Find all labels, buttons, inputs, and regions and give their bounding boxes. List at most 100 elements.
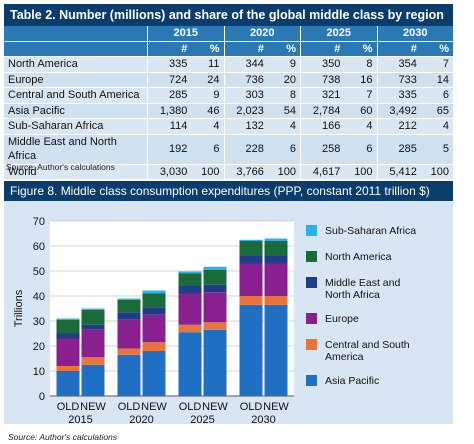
group-label: 2020 <box>129 414 153 426</box>
value-cell: 4 <box>191 118 225 135</box>
value-cell: 344 <box>223 56 268 73</box>
bar-segment <box>239 241 263 256</box>
y-tick-label: 30 <box>33 316 45 328</box>
y-tick-label: 10 <box>33 366 45 378</box>
table-row: Asia Pacific 1,380 46 2,023 54 2,784 60 3,492 65 <box>4 103 453 119</box>
bar-label: NEW <box>202 401 228 413</box>
year-header: 2015 <box>147 26 225 42</box>
legend-label: North America <box>325 251 392 263</box>
bar-segment <box>142 307 166 315</box>
value-cell: 3,492 <box>376 103 421 119</box>
table-row: Europe 724 24 736 20 738 16 733 14 <box>4 72 453 88</box>
value-cell: 8 <box>267 87 301 104</box>
bar-segment <box>264 263 288 296</box>
bar-label: OLD <box>118 401 141 413</box>
value-cell: 3,030 <box>147 164 192 180</box>
y-tick-label: 70 <box>33 216 45 228</box>
bar-segment <box>56 318 80 320</box>
legend-swatch <box>306 277 317 288</box>
value-cell: 16 <box>344 72 378 88</box>
value-cell: 8 <box>344 56 378 73</box>
legend-swatch <box>306 339 317 350</box>
bar-label: OLD <box>240 401 263 413</box>
value-cell: 258 <box>300 134 345 165</box>
y-tick-label: 20 <box>33 341 45 353</box>
year-header: 2020 <box>223 26 301 42</box>
bar-segment <box>81 357 105 365</box>
bar-segment <box>81 329 105 358</box>
region-cell: Sub-Saharan Africa <box>4 118 148 135</box>
bar-segment <box>264 304 288 396</box>
value-cell: 4 <box>267 118 301 135</box>
year-header: 2025 <box>300 26 378 42</box>
value-cell: 100 <box>344 164 378 180</box>
bar-segment <box>56 371 80 396</box>
bar-segment <box>239 304 263 396</box>
col-hash: # <box>147 41 192 57</box>
value-cell: 335 <box>147 56 192 73</box>
value-cell: 6 <box>267 134 301 165</box>
legend-swatch <box>306 251 317 262</box>
table-body: North America 335 11 344 9 350 8 354 7 Europe 724 2… <box>4 56 453 180</box>
value-cell: 2,784 <box>300 103 345 119</box>
bar-segment <box>264 256 288 264</box>
y-tick-label: 0 <box>39 391 45 403</box>
region-cell: World <box>4 164 148 180</box>
value-cell: 285 <box>376 134 421 165</box>
table-source: Source: Author's calculations <box>6 162 115 172</box>
group-label: 2025 <box>190 414 214 426</box>
bar-segment <box>239 296 263 305</box>
group-label: 2030 <box>251 414 275 426</box>
bar-segment <box>117 354 141 396</box>
bar-segment <box>81 309 105 325</box>
legend-swatch <box>306 313 317 324</box>
value-cell: 4 <box>344 118 378 135</box>
value-cell: 212 <box>376 118 421 135</box>
y-axis-title: Trillions <box>13 289 25 327</box>
value-cell: 5 <box>420 134 453 165</box>
figure-source: Source: Author's calculations <box>8 432 118 442</box>
value-cell: 65 <box>420 103 453 119</box>
region-cell: North America <box>4 56 148 73</box>
value-cell: 6 <box>191 134 225 165</box>
table-row: World 3,030 100 3,766 100 4,617 100 5,412 100 <box>4 164 453 180</box>
value-cell: 166 <box>300 118 345 135</box>
value-cell: 9 <box>191 87 225 104</box>
bar-segment <box>81 324 105 330</box>
value-cell: 2,023 <box>223 103 268 119</box>
value-cell: 14 <box>420 72 453 88</box>
value-cell: 100 <box>191 164 225 180</box>
bar-segment <box>117 299 141 313</box>
value-cell: 285 <box>147 87 192 104</box>
region-cell: Central and South America <box>4 87 148 104</box>
value-cell: 3,766 <box>223 164 268 180</box>
value-cell: 46 <box>191 103 225 119</box>
table-year-header-row: 2015 2020 2025 2030 <box>4 26 453 42</box>
legend-swatch <box>306 375 317 386</box>
figure-title: Figure 8. Middle class consumption expen… <box>4 181 453 201</box>
bar-segment <box>117 312 141 320</box>
region-table: Table 2. Number (millions) and share of … <box>4 4 453 180</box>
table-unit-header-row: # % # % # % # % <box>4 41 453 57</box>
bar-segment <box>264 241 288 256</box>
bar-segment <box>264 296 288 305</box>
bar-segment <box>142 351 166 396</box>
value-cell: 335 <box>376 87 421 104</box>
value-cell: 7 <box>344 87 378 104</box>
value-cell: 100 <box>420 164 453 180</box>
value-cell: 6 <box>344 134 378 165</box>
value-cell: 4 <box>420 118 453 135</box>
value-cell: 11 <box>191 56 225 73</box>
table-row: North America 335 11 344 9 350 8 354 7 <box>4 56 453 73</box>
value-cell: 321 <box>300 87 345 104</box>
bar-segment <box>203 292 227 323</box>
bar-segment <box>56 333 80 339</box>
bar-segment <box>264 238 288 241</box>
value-cell: 4,617 <box>300 164 345 180</box>
value-cell: 54 <box>267 103 301 119</box>
bar-label: NEW <box>80 401 106 413</box>
col-pct: % <box>267 41 301 57</box>
legend-label: Asia Pacific <box>325 375 379 387</box>
bar-segment <box>203 266 227 270</box>
